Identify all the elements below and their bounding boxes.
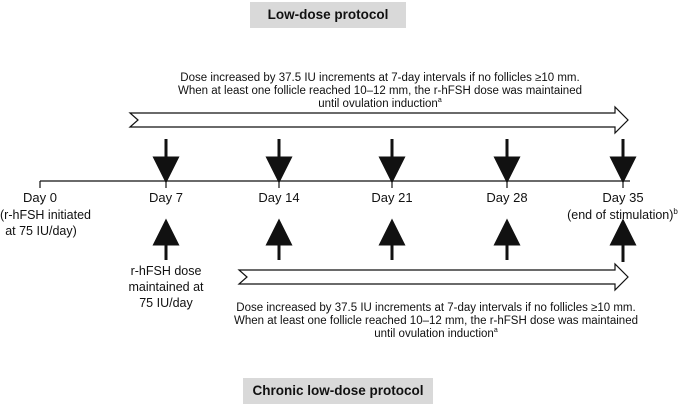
chronic-description-line-3: until ovulation inductiona — [374, 327, 498, 340]
day-7-note-line-1: r-hFSH dose — [130, 264, 202, 278]
chronic-progression-arrow — [237, 262, 629, 292]
low-dose-description: Dose increased by 37.5 IU increments at … — [140, 72, 620, 111]
low-dose-progression-arrow — [128, 105, 629, 135]
low-dose-description-line-1: Dose increased by 37.5 IU increments at … — [180, 72, 580, 84]
chronic-description-line-2: When at least one follicle reached 10–12… — [234, 315, 638, 327]
low-dose-description-line-3: until ovulation inductiona — [318, 97, 442, 110]
low-dose-protocol-banner: Low-dose protocol — [250, 2, 406, 28]
day-21-label: Day 21 — [371, 190, 413, 205]
day-0-note-line-2: at 75 IU/day) — [5, 224, 77, 238]
footnote-b: b — [673, 206, 678, 216]
day-35-label: Day 35 — [602, 190, 644, 205]
day-7-note: r-hFSH dose maintained at 75 IU/day — [106, 263, 226, 311]
up-arrows — [152, 218, 637, 262]
day-7-note-line-2: maintained at — [128, 280, 204, 294]
footnote-a-bottom: a — [493, 327, 498, 335]
chronic-description-line-1: Dose increased by 37.5 IU increments at … — [236, 302, 636, 314]
day-7-note-line-3: 75 IU/day — [139, 296, 193, 310]
day-0-note: (r-hFSH initiated at 75 IU/day) — [0, 207, 91, 239]
day-14-label: Day 14 — [258, 190, 300, 205]
day-0-note-line-1: (r-hFSH initiated — [0, 208, 91, 222]
down-arrows — [152, 139, 637, 184]
day-7-label: Day 7 — [149, 190, 183, 205]
day-0-label: Day 0 — [23, 190, 57, 205]
day-35-note: (end of stimulation)b — [567, 206, 678, 222]
chronic-description: Dose increased by 37.5 IU increments at … — [206, 302, 666, 341]
footnote-a: a — [437, 97, 442, 105]
chronic-low-dose-protocol-banner: Chronic low-dose protocol — [243, 378, 433, 404]
day-28-label: Day 28 — [486, 190, 528, 205]
low-dose-description-line-2: When at least one follicle reached 10–12… — [178, 85, 582, 97]
timeline-ticks — [39, 181, 624, 188]
